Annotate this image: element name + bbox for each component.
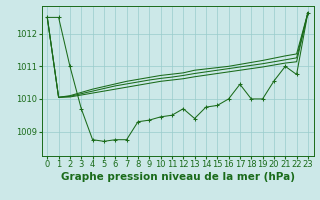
X-axis label: Graphe pression niveau de la mer (hPa): Graphe pression niveau de la mer (hPa): [60, 172, 295, 182]
